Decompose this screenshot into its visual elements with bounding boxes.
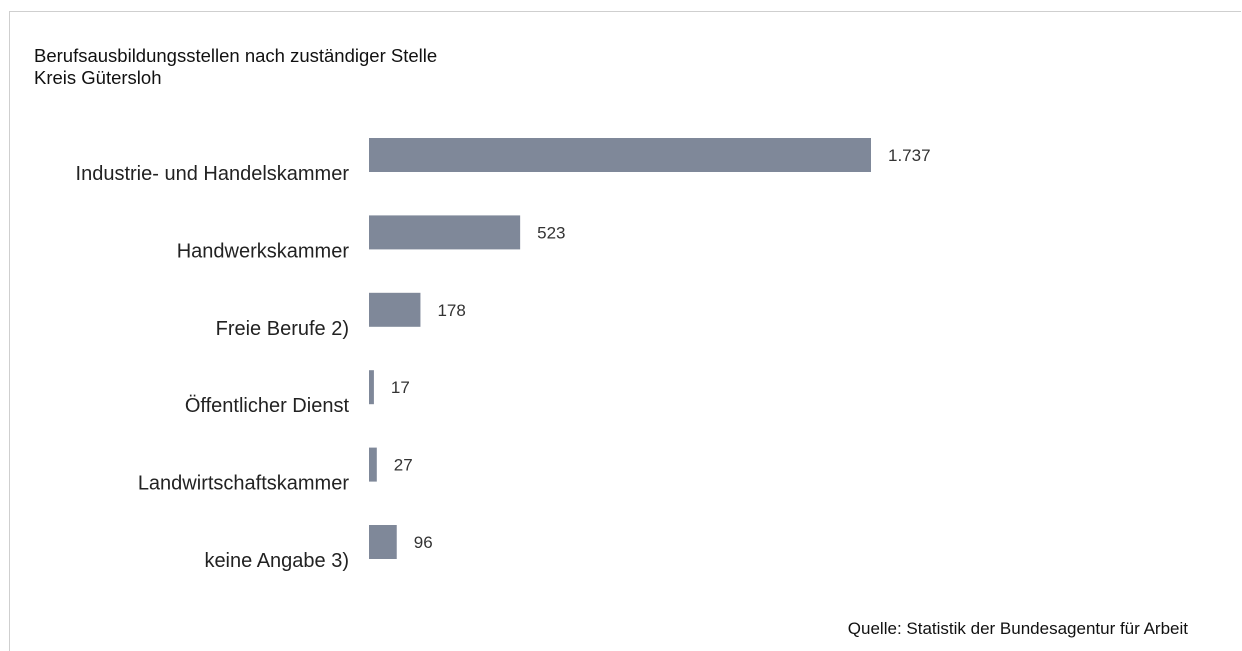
value-label-5: 27 [394, 456, 413, 475]
chart-title: Berufsausbildungsstellen nach zuständige… [34, 45, 438, 66]
chart-frame [9, 11, 1241, 651]
category-label-5: Landwirtschaftskammer [138, 473, 350, 495]
value-label-1: 1.737 [888, 146, 931, 165]
value-label-2: 523 [537, 223, 565, 242]
chart-subtitle: Kreis Gütersloh [34, 67, 162, 88]
chart-title-block: Berufsausbildungsstellen nach zuständige… [34, 45, 437, 89]
category-label-2: Handwerkskammer [177, 240, 350, 262]
category-label-3: Freie Berufe 2) [216, 318, 349, 340]
category-label-6: keine Angabe 3) [204, 550, 349, 572]
value-label-6: 96 [414, 533, 433, 552]
category-label-1: Industrie- und Handelskammer [76, 163, 350, 185]
bar-5 [369, 447, 377, 482]
bar-3 [369, 292, 421, 327]
category-label-4: Öffentlicher Dienst [185, 395, 350, 417]
bar-6 [369, 525, 397, 559]
value-label-4: 17 [391, 378, 410, 397]
bar-4 [369, 370, 374, 405]
bar-2 [369, 215, 521, 250]
bar-1 [369, 138, 871, 172]
value-label-3: 178 [437, 301, 465, 320]
source-note: Quelle: Statistik der Bundesagentur für … [847, 619, 1188, 638]
